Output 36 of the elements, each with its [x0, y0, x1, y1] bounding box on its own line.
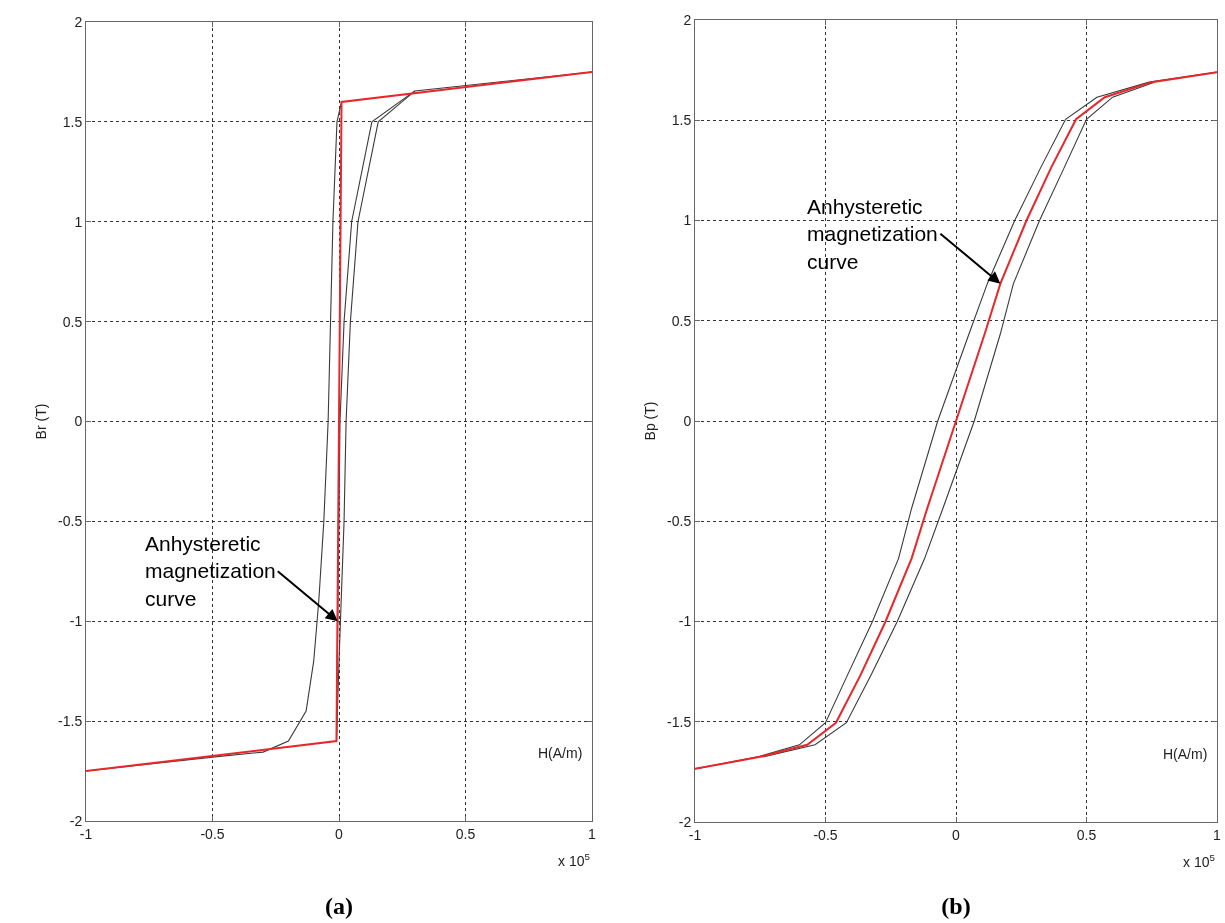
y-tick-label: -2 — [678, 813, 692, 830]
y-tick-label: 0 — [74, 413, 83, 430]
x-tick-label: 0.5 — [455, 825, 476, 842]
y-tick-label: -0.5 — [667, 513, 692, 530]
x-axis-title: H(A/m) — [1163, 746, 1208, 762]
y-tick-label: -0.5 — [58, 513, 83, 530]
annotation: Anhysteretic magnetization curve — [807, 195, 938, 273]
y-tick-label: -1.5 — [667, 713, 692, 730]
y-tick-label: 0 — [683, 412, 692, 429]
y-tick-label: 1.5 — [671, 112, 692, 129]
y-tick-label: 1.5 — [62, 113, 83, 130]
x-tick-label: -0.5 — [813, 826, 838, 843]
x-tick-label: 0 — [952, 826, 961, 843]
y-tick-label: 1 — [683, 212, 692, 229]
text: (a) — [325, 892, 353, 919]
x-tick-label: -0.5 — [200, 825, 225, 842]
x-tick-label: 1 — [588, 825, 597, 842]
x-axis-title: H(A/m) — [538, 745, 583, 761]
y-tick-label: -1.5 — [58, 713, 83, 730]
y-tick-label: -1 — [69, 613, 83, 630]
y-axis-title: Bp (T) — [641, 401, 658, 441]
x-tick-label: 0.5 — [1076, 826, 1097, 843]
y-tick-label: 1 — [74, 213, 83, 230]
y-tick-label: -1 — [678, 613, 692, 630]
y-axis-title: Br (T) — [32, 403, 49, 440]
annotation: Anhysteretic magnetization curve — [145, 532, 276, 610]
text: (b) — [941, 892, 971, 919]
text: x 10$^{5}$ — [1183, 852, 1216, 870]
y-tick-label: 0.5 — [671, 312, 692, 329]
y-tick-label: 2 — [74, 13, 83, 30]
x-tick-label: 0 — [335, 825, 344, 842]
text: x 10$^{5}$ — [558, 851, 591, 869]
y-tick-label: 0.5 — [62, 313, 83, 330]
y-tick-label: 2 — [683, 11, 692, 28]
y-tick-label: -2 — [69, 812, 83, 829]
x-tick-label: 1 — [1213, 826, 1222, 843]
